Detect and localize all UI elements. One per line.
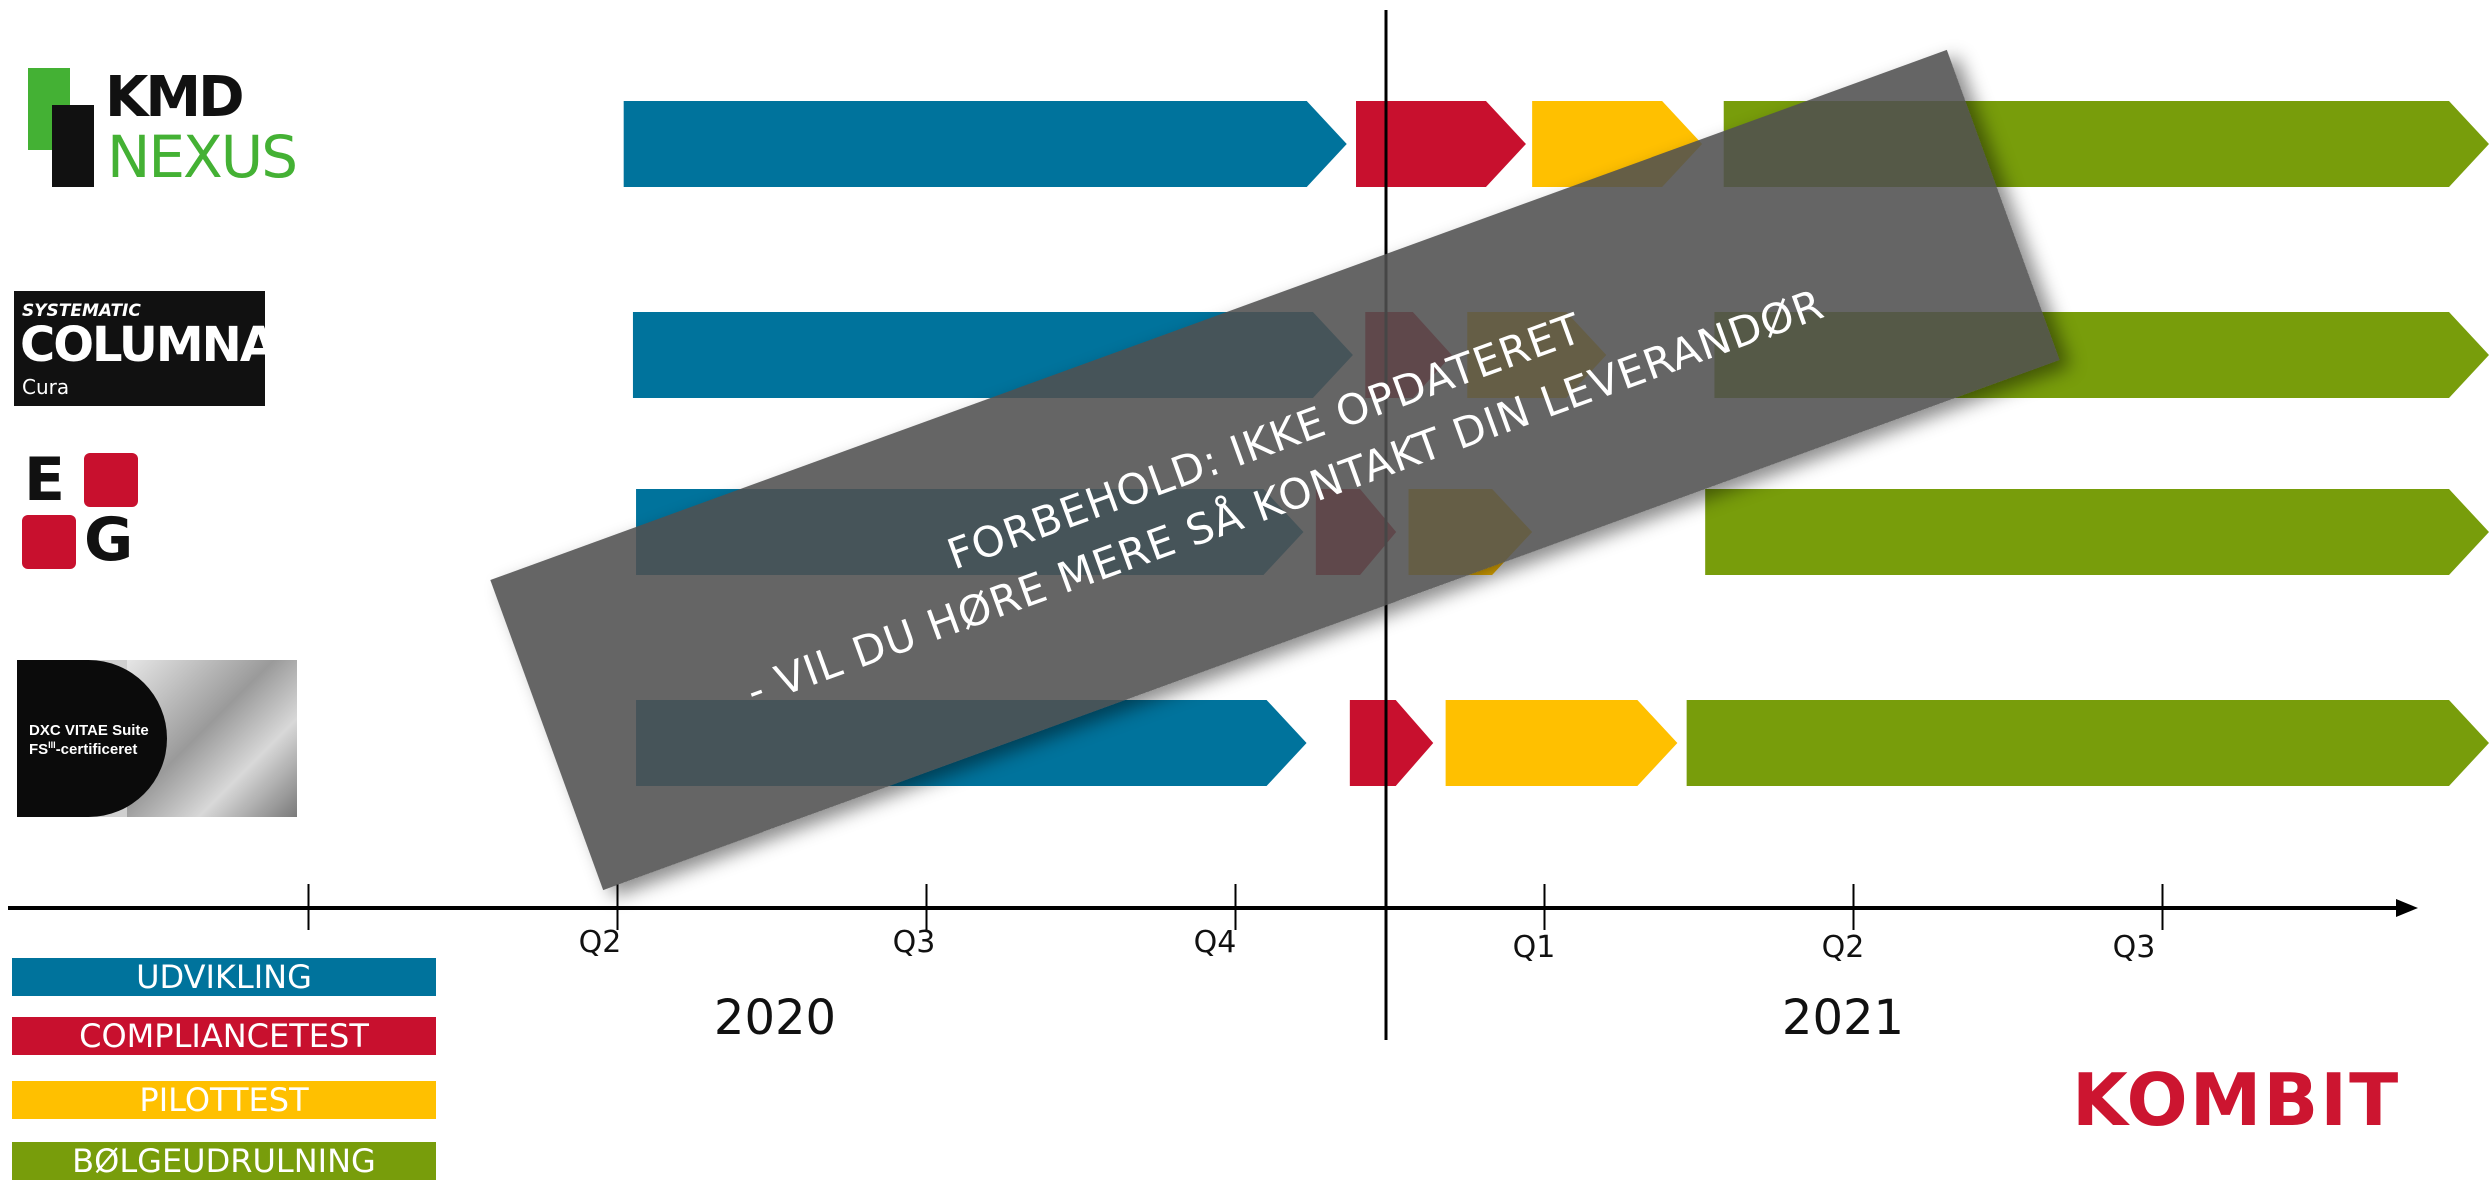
dxc-black-d-shape [17, 660, 167, 817]
legend-item-compliancetest: COMPLIANCETEST [12, 1017, 436, 1055]
phase-bar-3-bolgeudrulning [1686, 700, 2489, 786]
kmd-logo-bottom: NEXUS [107, 123, 298, 191]
axis-arrow-icon [2396, 899, 2418, 917]
columna-logo-line2: COLUMNA [20, 317, 277, 373]
year-label-2020: 2020 [713, 990, 837, 1046]
eg-logo-red-square-top [84, 453, 138, 507]
legend-item-pilottest: PILOTTEST [12, 1081, 436, 1119]
quarter-label-5: Q3 [2112, 930, 2156, 965]
phase-bar-3-pilottest [1445, 700, 1678, 786]
columna-cura-logo: SYSTEMATIC COLUMNA Cura [14, 291, 277, 406]
eg-logo-red-square-bottom [22, 515, 76, 569]
kombit-logo: KOMBIT [2072, 1058, 2401, 1142]
legend-item-bolgeudrulning: BØLGEUDRULNING [12, 1142, 436, 1180]
phase-bar-0-udvikling [623, 101, 1347, 187]
legend-item-udvikling: UDVIKLING [12, 958, 436, 996]
quarter-label-4: Q2 [1821, 930, 1865, 965]
quarter-label-0: Q2 [578, 925, 622, 960]
eg-logo: E G [20, 445, 142, 575]
phase-bar-3-compliancetest [1349, 700, 1434, 786]
dxc-logo-line2: FSIII-certificeret [29, 740, 138, 758]
quarter-label-3: Q1 [1512, 930, 1556, 965]
quarter-label-2: Q4 [1193, 925, 1237, 960]
dxc-logo-line1: DXC VITAE Suite [29, 722, 149, 739]
quarter-label-1: Q3 [892, 925, 936, 960]
eg-logo-letter-e: E [24, 445, 65, 515]
kmd-black-square-icon [52, 105, 94, 187]
eg-logo-letter-g: G [84, 505, 134, 575]
phase-bar-2-bolgeudrulning [1705, 489, 2489, 575]
dxc-vitae-logo: DXC VITAE Suite FSIII-certificeret [17, 660, 297, 817]
phase-bar-0-compliancetest [1356, 101, 1526, 187]
kmd-logo-top: KMD [105, 65, 245, 130]
kmd-nexus-logo: KMD NEXUS [25, 65, 298, 195]
columna-logo-line3: Cura [22, 375, 70, 399]
year-label-2021: 2021 [1781, 990, 1905, 1046]
columna-logo-line1: SYSTEMATIC [22, 301, 141, 321]
